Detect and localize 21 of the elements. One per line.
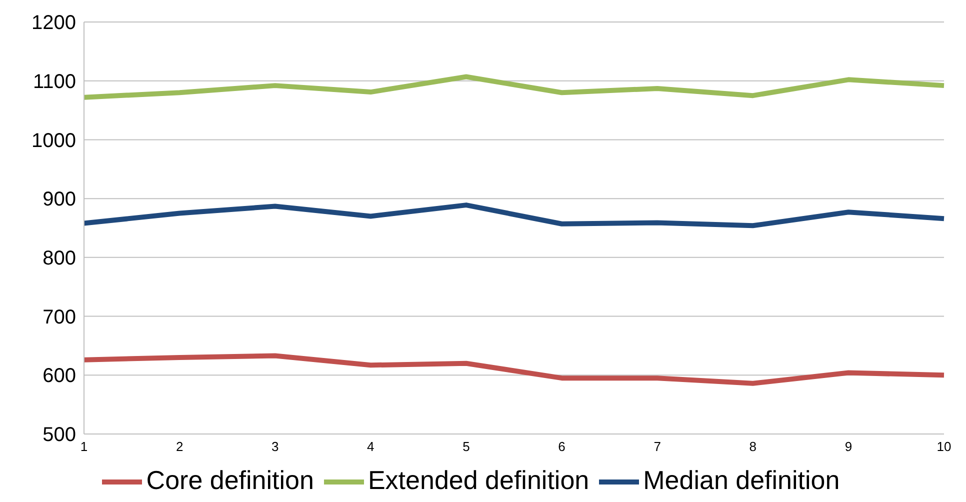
x-tick-label: 2 — [176, 439, 184, 454]
legend-label: Median definition — [643, 464, 840, 495]
legend-label: Extended definition — [368, 464, 590, 495]
y-tick-label: 500 — [42, 424, 76, 446]
x-tick-label: 10 — [936, 439, 952, 454]
legend-label: Core definition — [146, 464, 314, 495]
x-tick-label: 5 — [462, 439, 470, 454]
x-tick-label: 4 — [367, 439, 374, 454]
x-tick-label: 3 — [271, 439, 279, 454]
y-tick-label: 800 — [42, 248, 76, 270]
x-tick-label: 9 — [844, 439, 852, 454]
x-tick-label: 8 — [749, 439, 757, 454]
y-tick-label: 700 — [42, 306, 76, 328]
x-tick-label: 1 — [80, 439, 88, 454]
y-tick-label: 1200 — [32, 12, 76, 34]
y-tick-label: 900 — [42, 188, 76, 211]
y-tick-label: 1000 — [32, 130, 76, 152]
y-tick-label: 1100 — [32, 70, 76, 93]
y-tick-label: 600 — [42, 365, 76, 388]
x-tick-label: 6 — [558, 439, 566, 454]
x-tick-label: 7 — [654, 439, 661, 454]
